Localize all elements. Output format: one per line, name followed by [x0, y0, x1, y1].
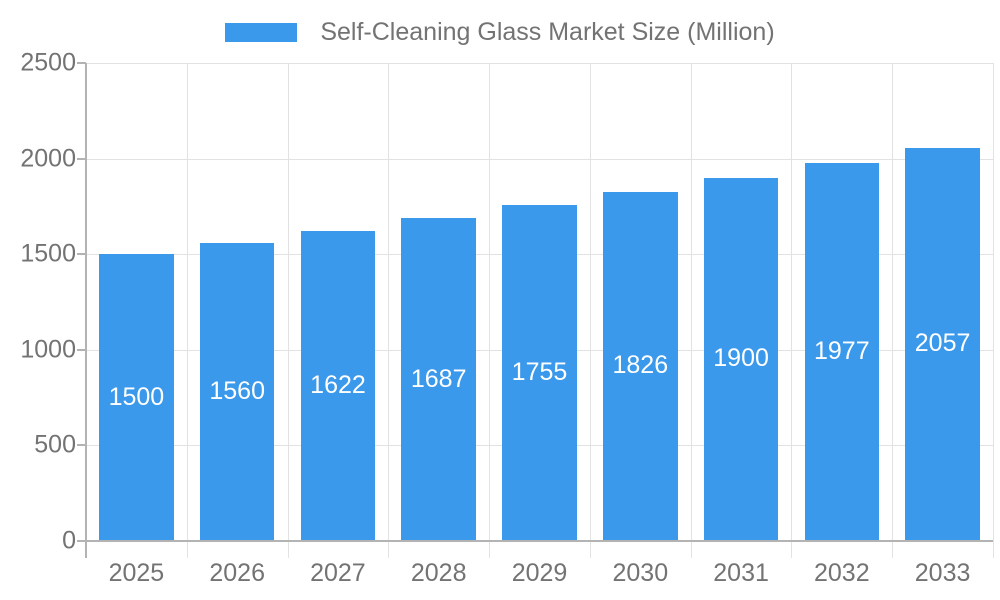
gridline-vertical [993, 63, 994, 558]
bar-2029[interactable]: 1755 [502, 205, 577, 540]
bar-value-label: 1900 [713, 344, 769, 373]
bar-value-label: 1622 [310, 370, 366, 399]
y-axis-label: 0 [62, 526, 76, 555]
legend-swatch [225, 22, 298, 42]
bar-value-label: 1977 [813, 337, 870, 365]
gridline-vertical [187, 63, 188, 558]
y-axis-label: 2500 [20, 48, 76, 77]
y-axis-label: 2000 [20, 144, 76, 173]
y-axis-tick [77, 444, 86, 446]
y-axis-tick [77, 253, 86, 255]
bar-2027[interactable]: 1622 [300, 230, 376, 540]
x-axis-label-2033: 2033 [914, 559, 971, 587]
y-axis-tick [77, 349, 86, 351]
y-axis-tick [77, 158, 86, 160]
bar-value-label: 1560 [209, 376, 265, 405]
gridline-horizontal [86, 63, 993, 64]
x-axis-label-2032: 2032 [813, 559, 870, 587]
x-axis-label-2025: 2025 [108, 559, 165, 587]
x-axis-label-2027: 2027 [310, 559, 366, 587]
bar-2033[interactable]: 2057 [905, 147, 980, 540]
bar-value-label: 1755 [511, 358, 568, 387]
x-axis-label-2029: 2029 [511, 559, 568, 587]
gridline-horizontal [86, 159, 993, 160]
bar-value-label: 1687 [410, 364, 467, 393]
gridline-vertical [590, 63, 591, 558]
gridline-vertical [288, 63, 289, 558]
bar-2030[interactable]: 1826 [603, 191, 678, 540]
legend-label: Self-Cleaning Glass Market Size (Million… [320, 18, 775, 46]
bar-value-label: 1826 [612, 351, 669, 380]
gridline-vertical [489, 63, 490, 558]
bar-2031[interactable]: 1900 [703, 177, 779, 540]
y-axis-label: 1000 [20, 335, 76, 364]
x-axis-label-2026: 2026 [209, 559, 265, 587]
bar-value-label: 2057 [914, 329, 971, 358]
gridline-vertical [791, 63, 792, 558]
bar-2025[interactable]: 1500 [99, 254, 174, 540]
y-axis-tick [77, 62, 86, 64]
y-axis-tick [77, 540, 86, 542]
bar-2028[interactable]: 1687 [401, 218, 476, 540]
x-axis-label-2028: 2028 [410, 559, 467, 587]
y-axis-line [85, 63, 87, 558]
bar-2026[interactable]: 1560 [199, 242, 275, 540]
gridline-vertical [691, 63, 692, 558]
gridline-vertical [388, 63, 389, 558]
gridline-vertical [892, 63, 893, 558]
legend[interactable]: Self-Cleaning Glass Market Size (Million… [0, 19, 1000, 45]
bar-2032[interactable]: 1977 [804, 163, 880, 540]
x-axis-label-2031: 2031 [713, 559, 769, 587]
x-axis-label-2030: 2030 [612, 559, 669, 587]
y-axis-label: 1500 [20, 239, 76, 268]
x-axis-line [77, 540, 993, 542]
bar-value-label: 1500 [108, 382, 165, 411]
y-axis-label: 500 [34, 430, 76, 459]
